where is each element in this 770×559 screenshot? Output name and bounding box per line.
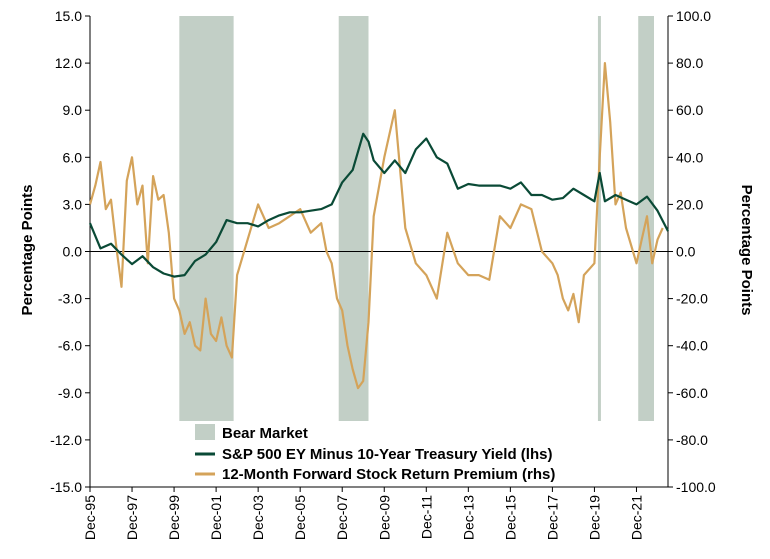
left-tick-label: -15.0 [50,479,82,495]
right-tick-label: 80.0 [676,55,703,71]
x-tick-label: Dec-13 [460,495,476,540]
series-line-ey-minus-treasury [88,132,669,278]
left-tick-label: -3.0 [58,291,82,307]
x-tick-label: Dec-09 [376,495,392,540]
right-tick-label: -80.0 [676,432,708,448]
x-tick-label: Dec-21 [628,495,644,540]
x-tick-label: Dec-07 [334,495,350,540]
right-tick-label: -20.0 [676,291,708,307]
right-tick-label: 40.0 [676,149,703,165]
right-tick-label: 100.0 [676,8,711,24]
right-tick-label: -100.0 [676,479,716,495]
bear-market-band-3 [597,16,601,421]
x-tick-label: Dec-01 [208,495,224,540]
bear-market-shading [179,16,654,421]
left-axis-title: Percentage Points [19,185,36,316]
left-tick-label: 6.0 [63,149,83,165]
left-tick-label: 3.0 [63,196,83,212]
left-tick-label: 12.0 [55,55,82,71]
legend-label-ey: S&P 500 EY Minus 10-Year Treasury Yield … [222,446,552,463]
legend: Bear Market S&P 500 EY Minus 10-Year Tre… [195,424,555,483]
left-tick-label: 9.0 [63,102,83,118]
left-tick-label: 0.0 [63,244,83,260]
x-tick-label: Dec-97 [124,495,140,540]
bear-market-band-2 [338,16,369,421]
legend-label-bear: Bear Market [222,425,308,442]
x-tick-label: Dec-17 [544,495,560,540]
x-tick-label: Dec-99 [166,495,182,540]
right-axis-title: Percentage Points [738,185,755,316]
right-tick-label: 60.0 [676,102,703,118]
left-tick-label: 15.0 [55,8,82,24]
left-tick-label: -9.0 [58,385,82,401]
right-tick-label: -60.0 [676,385,708,401]
right-tick-label: -40.0 [676,338,708,354]
left-tick-label: -6.0 [58,338,82,354]
x-tick-label: Dec-95 [82,495,98,540]
x-tick-label: Dec-11 [418,495,434,539]
x-tick-label: Dec-05 [292,495,308,540]
x-tick-label: Dec-03 [250,495,266,540]
left-tick-label: -12.0 [50,432,82,448]
series-line-forward-return-premium [88,61,664,390]
legend-swatch-bear [195,424,215,440]
series-lines [88,61,669,390]
legend-label-premium: 12-Month Forward Stock Return Premium (r… [222,466,555,483]
x-tick-label: Dec-15 [502,495,518,540]
right-tick-label: 0.0 [676,244,696,260]
right-tick-label: 20.0 [676,196,703,212]
chart-axes: 15.0 12.0 9.0 6.0 3.0 0.0 -3.0 -6.0 -9.0 -12.0 -15… [50,8,716,540]
x-tick-label: Dec-19 [586,495,602,540]
bear-market-band-1 [179,16,234,421]
